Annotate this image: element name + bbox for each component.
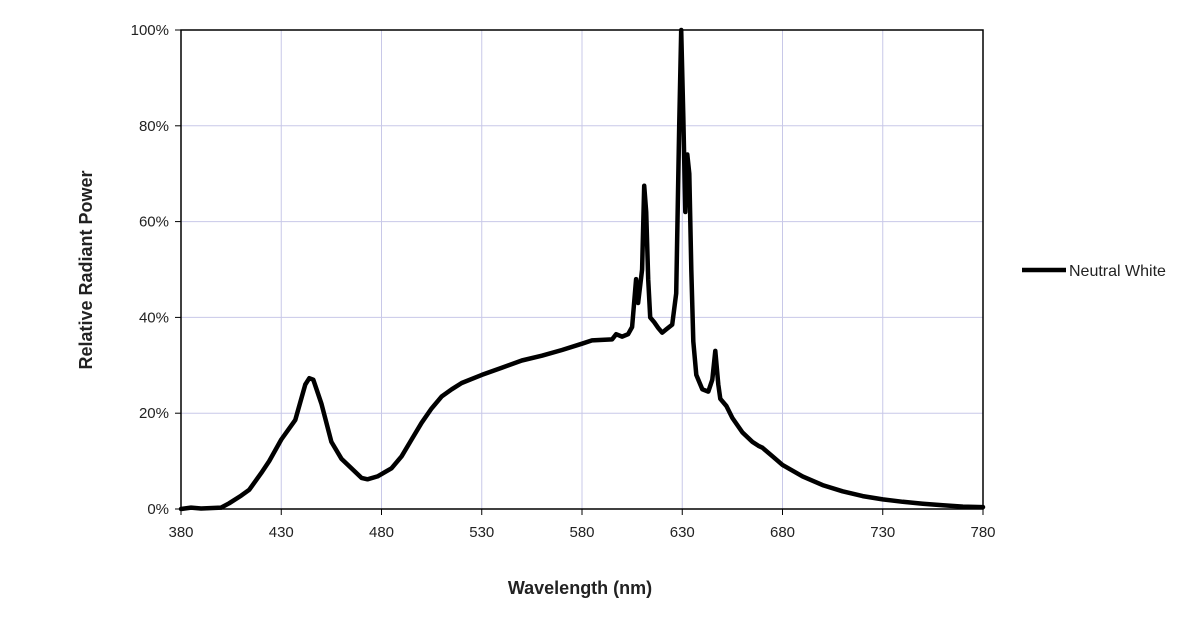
plot-frame <box>180 29 984 510</box>
series-line-neutral-white <box>178 27 986 512</box>
grid <box>180 29 984 510</box>
x-tick-label: 530 <box>469 524 494 541</box>
x-tick-label: 580 <box>569 524 594 541</box>
legend-label: Neutral White <box>1069 263 1166 280</box>
y-tick-label: 40% <box>139 309 169 326</box>
y-axis-ticks: 0% 20% 40% 60% 80% 100% <box>131 22 181 518</box>
x-tick-label: 430 <box>269 524 294 541</box>
y-tick-label: 100% <box>131 22 169 39</box>
y-tick-label: 0% <box>147 501 169 518</box>
x-tick-label: 630 <box>670 524 695 541</box>
y-tick-label: 60% <box>139 214 169 231</box>
legend: Neutral White <box>1022 263 1166 280</box>
x-axis-label: Wavelength (nm) <box>508 578 652 598</box>
y-tick-label: 80% <box>139 118 169 135</box>
x-tick-label: 730 <box>870 524 895 541</box>
y-axis-label: Relative Radiant Power <box>76 170 96 369</box>
x-tick-label: 680 <box>770 524 795 541</box>
x-tick-label: 380 <box>168 524 193 541</box>
y-tick-label: 20% <box>139 405 169 422</box>
x-axis-ticks: 380 430 480 530 580 630 680 730 780 <box>168 509 996 541</box>
x-tick-label: 780 <box>970 524 995 541</box>
x-tick-label: 480 <box>369 524 394 541</box>
